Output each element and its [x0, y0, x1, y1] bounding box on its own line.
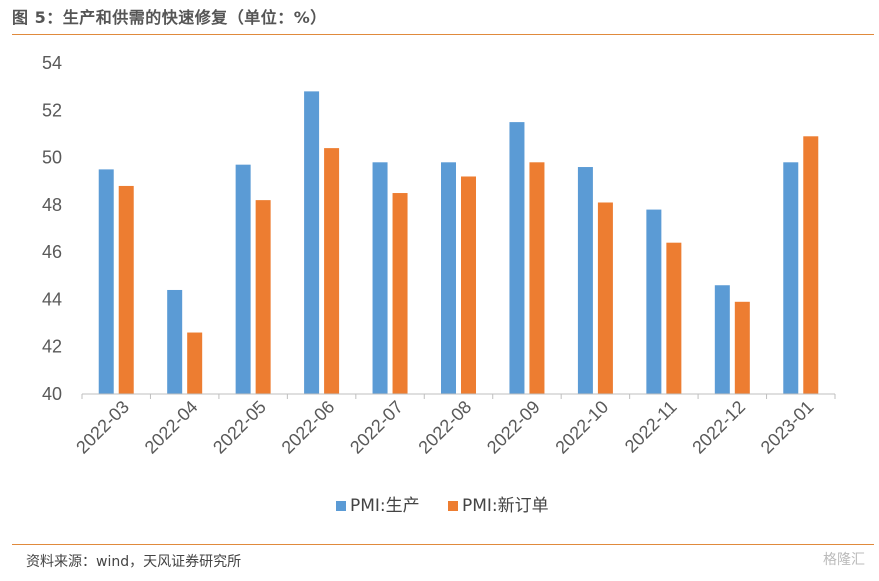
legend-swatch [336, 501, 346, 511]
bar-new-orders [255, 200, 271, 394]
y-tick-label: 52 [42, 100, 62, 120]
bar-new-orders [803, 136, 819, 395]
bar-new-orders [666, 242, 682, 394]
x-tick-label: 2022-11 [621, 397, 681, 457]
chart-title: 图 5：生产和供需的快速修复（单位：%） [12, 8, 327, 27]
x-tick-label: 2022-10 [551, 397, 612, 458]
bar-new-orders [118, 185, 134, 394]
y-tick-label: 40 [42, 384, 62, 404]
bar-new-orders [187, 332, 203, 394]
bar-new-orders [734, 301, 750, 394]
bar-production [98, 169, 114, 394]
x-tick-label: 2022-07 [346, 397, 407, 458]
legend-label: PMI:生产 [350, 496, 420, 516]
y-tick-label: 48 [42, 195, 62, 215]
x-tick-label: 2022-12 [688, 397, 749, 458]
title-divider [12, 34, 874, 35]
x-tick-label: 2022-08 [414, 397, 475, 458]
legend: PMI:生产 PMI:新订单 [336, 496, 549, 516]
bar-new-orders [597, 202, 613, 394]
x-tick-label: 2022-05 [209, 397, 270, 458]
x-tick-label: 2022-03 [72, 397, 133, 458]
watermark: 格隆汇 [823, 552, 865, 568]
bar-new-orders [529, 162, 545, 394]
bar-production [372, 162, 388, 394]
y-axis: 40 42 44 46 48 50 52 54 [42, 53, 62, 404]
footer-divider [12, 544, 874, 545]
x-tick-label: 2022-04 [141, 397, 202, 458]
bar-production [235, 164, 251, 394]
source-note: 资料来源：wind，天风证券研究所 [26, 554, 242, 570]
y-tick-label: 54 [42, 53, 62, 73]
bar-production [577, 167, 593, 394]
x-tick-label: 2022-06 [278, 397, 339, 458]
x-axis: 2022-03 2022-04 2022-05 2022-06 2022-07 2022-… [72, 394, 836, 458]
bars [98, 91, 819, 395]
bar-new-orders [461, 176, 476, 394]
y-tick-label: 42 [42, 337, 62, 357]
legend-label: PMI:新订单 [462, 496, 549, 516]
y-tick-label: 44 [42, 289, 62, 309]
bar-production [441, 162, 456, 394]
bar-new-orders [324, 148, 340, 394]
y-tick-label: 50 [42, 148, 62, 168]
legend-swatch [448, 501, 458, 511]
bar-new-orders [392, 193, 408, 394]
bar-production [783, 162, 799, 394]
bar-production [646, 209, 662, 394]
x-tick-label: 2022-09 [483, 397, 544, 458]
bar-production [167, 289, 183, 394]
y-tick-label: 46 [42, 242, 62, 262]
x-tick-label: 2023-01 [757, 397, 818, 458]
bar-production [304, 91, 320, 394]
bar-production [509, 122, 525, 394]
bar-production [714, 285, 730, 394]
